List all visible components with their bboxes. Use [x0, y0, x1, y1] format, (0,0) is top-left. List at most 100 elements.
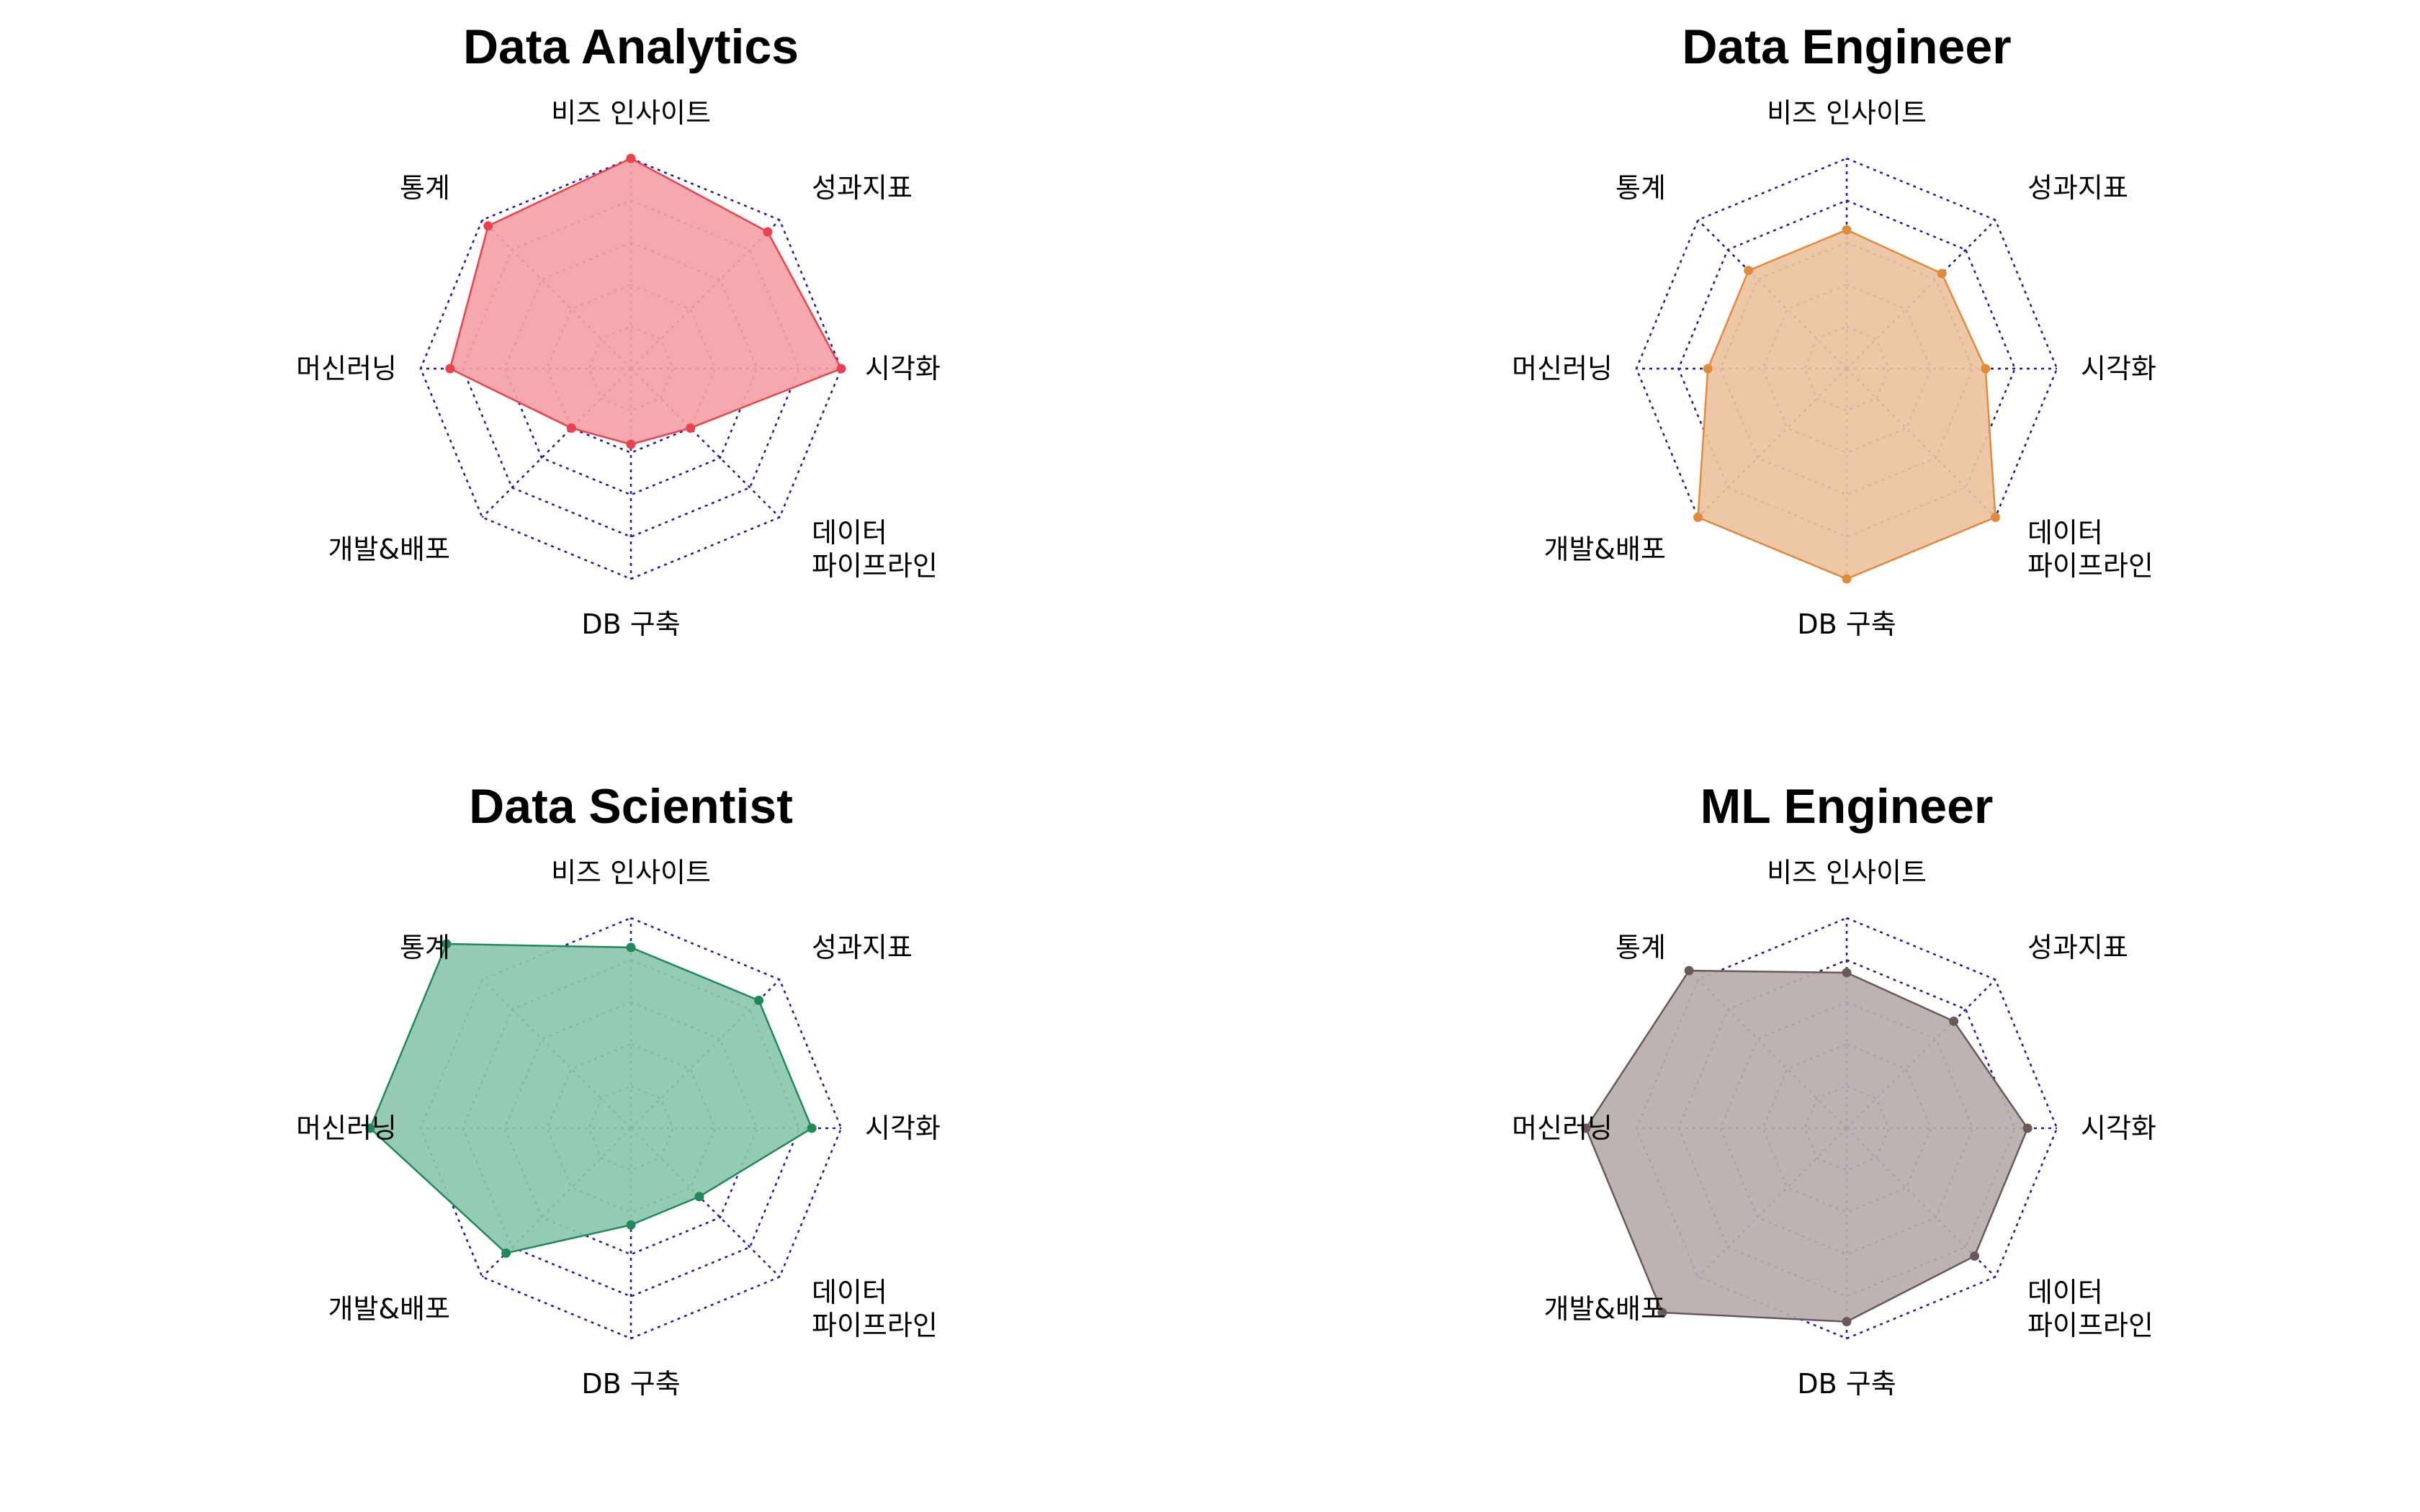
- axis-label-line: 파이프라인: [2027, 1310, 2154, 1341]
- data-point: [1693, 512, 1703, 522]
- data-point: [626, 942, 636, 953]
- axis-label-line: 데이터: [812, 517, 887, 549]
- data-point: [1981, 364, 1991, 374]
- data-point: [1842, 968, 1852, 978]
- axis-label-line: 시각화: [865, 353, 941, 384]
- chart-title: Data Scientist: [469, 779, 793, 834]
- axis-label: 머신러닝: [296, 353, 397, 384]
- data-point: [365, 1123, 375, 1133]
- axis-label-line: 파이프라인: [812, 550, 938, 582]
- axis-label: 데이터 파이프라인: [2027, 1277, 2154, 1341]
- data-point: [694, 1192, 704, 1202]
- data-point: [626, 1220, 636, 1230]
- axis-spoke: [1846, 219, 1996, 369]
- axis-label-line: 통계: [1615, 172, 1666, 204]
- data-point: [754, 995, 764, 1005]
- axis-label-line: 데이터: [2027, 517, 2103, 549]
- data-point: [1684, 966, 1694, 976]
- axis-label: 통계: [400, 172, 450, 204]
- axis-label-line: 시각화: [865, 1112, 941, 1144]
- data-point: [1744, 266, 1754, 276]
- data-point: [1990, 512, 2000, 522]
- axis-label-line: 개발&배포: [328, 534, 449, 565]
- grid-ring: [1677, 199, 2016, 538]
- axis-label: 데이터 파이프라인: [2027, 517, 2154, 582]
- axis-label: DB 구축: [1797, 1368, 1896, 1400]
- axis-label-line: 개발&배포: [328, 1293, 449, 1325]
- axis-label-line: 시각화: [2081, 1112, 2156, 1144]
- axis-label-line: 통계: [400, 172, 450, 204]
- axis-label: 통계: [400, 932, 450, 963]
- data-point: [836, 364, 846, 374]
- data-point: [445, 364, 455, 374]
- axis-label-line: 머신러닝: [296, 353, 397, 384]
- axis-spoke: [1697, 219, 1847, 369]
- axis-label: 성과지표: [2027, 932, 2128, 963]
- axis-label-line: 개발&배포: [1543, 534, 1665, 565]
- axis-label: DB 구축: [1797, 608, 1896, 640]
- axis-label: 데이터 파이프라인: [812, 517, 938, 582]
- data-point: [566, 423, 576, 433]
- data-point: [626, 153, 636, 163]
- data-point: [1657, 1308, 1667, 1318]
- data-point: [442, 939, 452, 949]
- axis-spoke: [481, 368, 632, 518]
- axis-label: 시각화: [865, 1112, 941, 1144]
- series-area: [369, 942, 813, 1254]
- axis-spoke: [630, 368, 781, 518]
- axis-label: 비즈 인사이트: [551, 857, 711, 888]
- data-point: [483, 221, 493, 231]
- axis-label-line: 통계: [1615, 932, 1666, 963]
- axis-label-line: 비즈 인사이트: [1767, 97, 1927, 129]
- data-point: [1949, 1016, 1959, 1026]
- axis-label-line: 성과지표: [812, 172, 913, 204]
- axis-label-line: 통계: [400, 932, 450, 963]
- axis-label: 비즈 인사이트: [551, 97, 711, 129]
- data-point: [1937, 269, 1947, 279]
- axis-label-line: DB 구축: [1797, 608, 1896, 640]
- data-point: [501, 1248, 511, 1258]
- data-point: [1842, 225, 1852, 235]
- axis-label-line: 머신러닝: [1512, 1112, 1613, 1144]
- axis-label-line: 개발&배포: [1543, 1293, 1665, 1325]
- axis-label: 시각화: [2081, 353, 2156, 384]
- data-point: [807, 1123, 817, 1133]
- axis-spoke: [1846, 978, 1996, 1129]
- chart-title: Data Analytics: [463, 19, 799, 74]
- axis-label: 개발&배포: [1543, 1293, 1665, 1325]
- axis-label-line: 비즈 인사이트: [551, 857, 711, 888]
- data-point: [1842, 1317, 1852, 1327]
- axis-label: 성과지표: [2027, 172, 2128, 204]
- axis-label: 성과지표: [812, 172, 913, 204]
- axis-label: 개발&배포: [328, 1293, 449, 1325]
- axis-label-line: 머신러닝: [1512, 353, 1613, 384]
- axis-label: 머신러닝: [1512, 1112, 1613, 1144]
- data-point: [1581, 1123, 1591, 1133]
- data-point: [686, 423, 696, 433]
- axis-label: 머신러닝: [1512, 353, 1613, 384]
- data-point: [1970, 1251, 1980, 1261]
- series-area: [449, 157, 843, 446]
- axis-label-line: 성과지표: [812, 932, 913, 963]
- axis-label: DB 구축: [581, 1368, 680, 1400]
- axis-label-line: 성과지표: [2027, 172, 2128, 204]
- axis-label-line: DB 구축: [581, 1368, 680, 1400]
- axis-spoke: [630, 1128, 781, 1278]
- axis-label: 비즈 인사이트: [1767, 857, 1927, 888]
- chart-title: Data Engineer: [1682, 19, 2011, 74]
- axis-label-line: 파이프라인: [812, 1310, 938, 1341]
- data-point: [2022, 1123, 2033, 1133]
- axis-label-line: DB 구축: [581, 608, 680, 640]
- axis-label-line: DB 구축: [1797, 1368, 1896, 1400]
- data-point: [763, 227, 773, 237]
- axis-label: 시각화: [2081, 1112, 2156, 1144]
- axis-label: 비즈 인사이트: [1767, 97, 1927, 129]
- axis-label: 성과지표: [812, 932, 913, 963]
- axis-label-line: 파이프라인: [2027, 550, 2154, 582]
- series-area: [1585, 969, 2029, 1323]
